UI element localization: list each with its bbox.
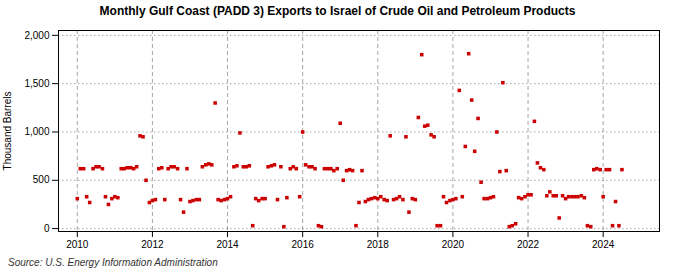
svg-text:500: 500 <box>33 174 50 185</box>
svg-text:1,500: 1,500 <box>24 78 49 89</box>
svg-text:Thousand Barrels: Thousand Barrels <box>2 92 13 171</box>
svg-text:2014: 2014 <box>216 239 239 250</box>
svg-text:2018: 2018 <box>367 239 390 250</box>
svg-text:2,000: 2,000 <box>24 30 49 41</box>
svg-text:0: 0 <box>44 223 50 234</box>
svg-text:2024: 2024 <box>592 239 615 250</box>
html-text:Source: U.S. Energy Informatio: Source: U.S. Energy Information Administ… <box>8 257 218 268</box>
html-text:Monthly Gulf Coast (PADD 3) Ex: Monthly Gulf Coast (PADD 3) Exports to I… <box>99 4 576 18</box>
svg-text:2012: 2012 <box>141 239 164 250</box>
svg-text:2020: 2020 <box>442 239 465 250</box>
svg-text:2022: 2022 <box>517 239 540 250</box>
svg-text:2016: 2016 <box>292 239 315 250</box>
svg-text:2010: 2010 <box>66 239 89 250</box>
svg-text:1,000: 1,000 <box>24 126 49 137</box>
